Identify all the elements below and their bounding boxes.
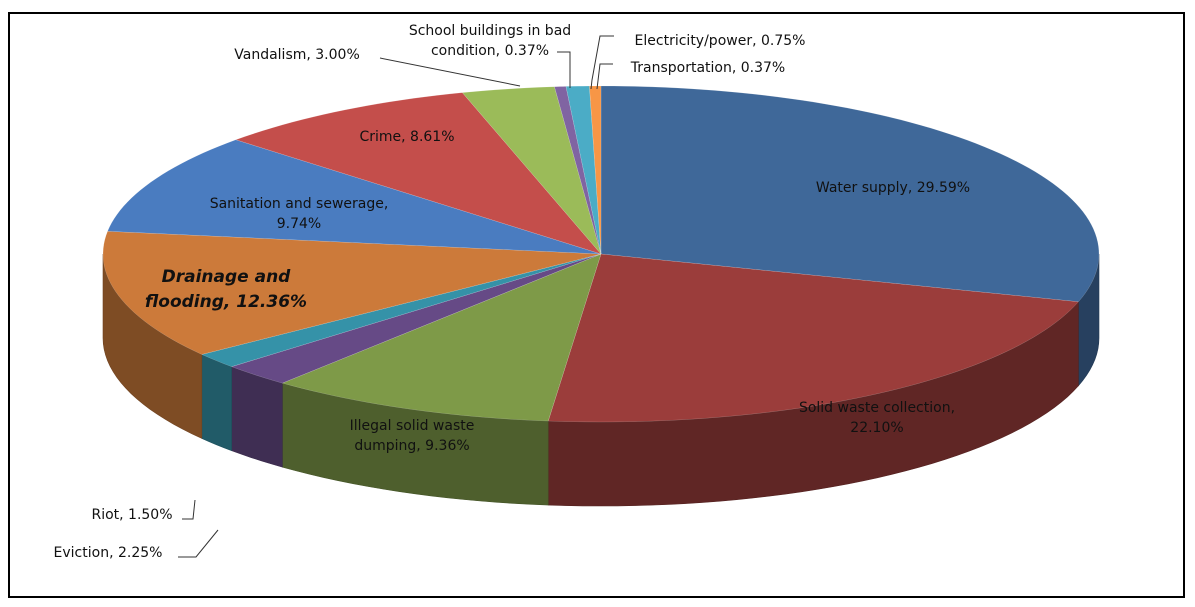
label-leader-lines (178, 35, 614, 558)
label-illegal-solid-waste-dumping: Illegal solid waste dumping, 9.36% (350, 418, 475, 454)
leader-riot (182, 499, 196, 520)
leader-school-buildings (557, 51, 571, 88)
leader-eviction (178, 529, 219, 558)
slice-sanitation-and-sewerage (107, 139, 602, 255)
leader-electricity (590, 35, 614, 90)
label-riot: Riot, 1.50% (91, 507, 172, 523)
label-eviction: Eviction, 2.25% (54, 545, 163, 561)
label-transportation: Transportation, 0.37% (630, 60, 785, 76)
leader-transportation (596, 63, 613, 90)
slice-solid-waste-collection (547, 253, 1079, 423)
slice-drainage-and-flooding (102, 231, 602, 355)
slice-transportation (589, 85, 602, 255)
slice-vandalism (461, 86, 602, 255)
slice-crime (235, 92, 602, 255)
pie-top-faces (102, 85, 1100, 423)
label-solid-waste-collection: Solid waste collection, 22.10% (799, 400, 955, 436)
label-water-supply: Water supply, 29.59% (816, 180, 970, 196)
label-drainage-and-flooding: Drainage and flooding, 12.36% (145, 267, 307, 312)
slice-water-supply (600, 85, 1100, 302)
side-riot (201, 353, 232, 452)
slice-labels: Water supply, 29.59% Solid waste collecti… (54, 23, 971, 561)
label-vandalism: Vandalism, 3.00% (234, 47, 360, 63)
pie-side-walls (102, 253, 1100, 507)
label-electricity-power: Electricity/power, 0.75% (635, 33, 806, 49)
slice-illegal-solid-waste-dumping (281, 253, 602, 422)
slice-eviction (230, 253, 602, 384)
label-crime: Crime, 8.61% (359, 129, 454, 145)
side-eviction (231, 366, 283, 468)
label-school-buildings-in-bad-condition: School buildings in bad condition, 0.37% (409, 23, 571, 59)
leader-vandalism (379, 57, 521, 87)
label-sanitation-and-sewerage: Sanitation and sewerage, 9.74% (210, 196, 389, 232)
